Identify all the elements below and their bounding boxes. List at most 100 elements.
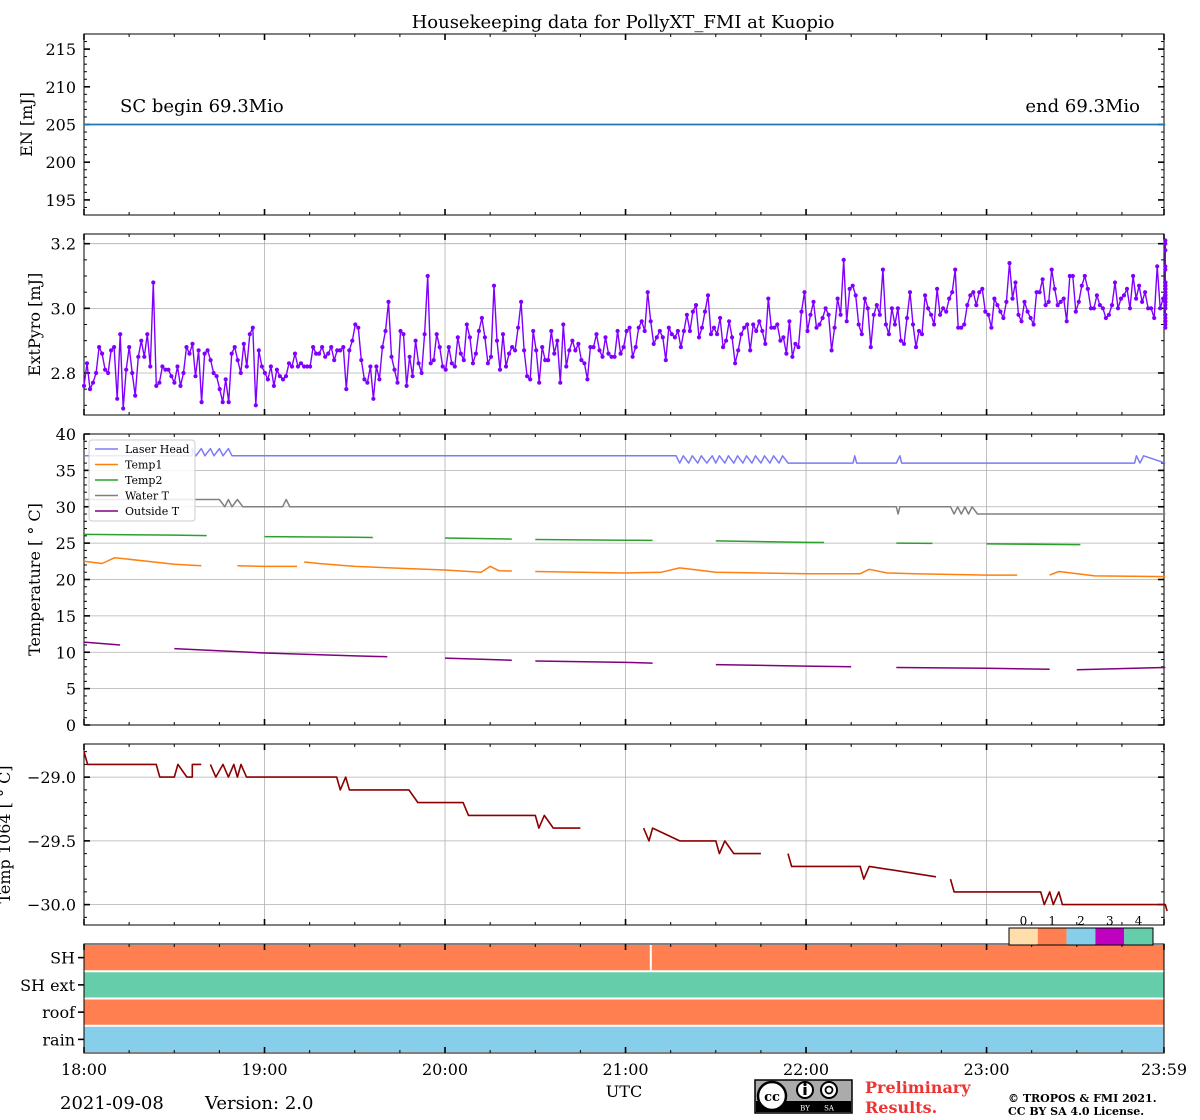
pyro-point: [395, 380, 400, 385]
pyro-point: [986, 312, 991, 317]
en-y-tick-label: 200: [45, 153, 76, 172]
pyro-point: [452, 364, 457, 369]
pyro-point: [383, 328, 388, 334]
pyro-point: [244, 364, 249, 369]
pyro-point: [657, 328, 662, 334]
pyro-point: [974, 303, 979, 308]
pyro-point: [1146, 306, 1151, 311]
pyro-point: [748, 348, 753, 353]
pyro-point: [353, 322, 358, 327]
pyro-point: [962, 322, 967, 327]
x-tick-label: 21:00: [602, 1060, 648, 1079]
pyro-point: [639, 319, 644, 324]
preliminary-line2: Results.: [865, 1098, 937, 1117]
temp-y-tick-label: 30: [56, 498, 76, 517]
pyro-point: [500, 332, 506, 337]
pyro-point: [796, 345, 801, 350]
pyro-point: [699, 325, 705, 330]
t1064-y-axis-label: Temp 1064 [ ° C]: [0, 765, 14, 903]
pyro-point: [497, 367, 503, 372]
pyro-point: [817, 322, 822, 327]
en-y-tick-label: 205: [45, 116, 76, 135]
pyro-y-tick-label: 3.0: [51, 299, 76, 318]
pyro-point: [449, 361, 454, 366]
pyro-point: [214, 374, 219, 379]
pyro-point: [1127, 306, 1133, 311]
pyro-point: [151, 280, 156, 285]
pyro-point: [630, 354, 635, 359]
pyro-point: [223, 377, 228, 382]
status-row-sh: [84, 945, 1164, 971]
pyro-point: [814, 325, 819, 330]
colorbar-frame: [1008, 927, 1154, 946]
pyro-point: [1088, 306, 1093, 311]
pyro-point: [1118, 296, 1124, 301]
pyro-point: [745, 322, 750, 327]
x-tick-label: 20:00: [422, 1060, 468, 1079]
pyro-point: [335, 348, 340, 353]
pyro-point: [226, 400, 231, 405]
t1064-y-tick-label: −29.5: [27, 832, 76, 851]
pyro-point: [907, 290, 913, 295]
pyro-point: [413, 338, 418, 343]
pyro-point: [1004, 299, 1009, 304]
pyro-point: [1112, 280, 1118, 285]
pyro-point: [736, 348, 741, 353]
pyro-point: [516, 325, 521, 330]
pyro-point: [317, 351, 322, 356]
pyro-point: [901, 341, 907, 346]
pyro-point: [386, 299, 391, 304]
temp-legend-box: [88, 439, 196, 522]
pyro-point: [793, 341, 798, 346]
pyro-point: [874, 303, 879, 308]
pyro-point: [235, 358, 240, 363]
pyro-point: [705, 293, 711, 298]
status-frame: [83, 943, 1165, 1054]
pyro-point: [919, 332, 925, 337]
pyro-point: [561, 322, 566, 327]
pyro-point: [528, 377, 533, 382]
pyro-point: [166, 367, 171, 372]
pyro-point: [642, 328, 647, 334]
t1064-series-line: [83, 751, 1168, 912]
pyro-point: [549, 328, 554, 334]
pyro-point: [157, 380, 162, 385]
pyro-point: [1163, 280, 1168, 285]
pyro-point: [127, 345, 132, 350]
x-tick-label: 22:00: [783, 1060, 829, 1079]
temp-y-tick-label: 10: [56, 643, 76, 662]
pyro-point: [323, 354, 328, 359]
temp-legend-label: Water T: [125, 490, 170, 503]
pyro-point: [938, 312, 943, 317]
colorbar-tick-label: 4: [1135, 914, 1143, 928]
pyro-point: [184, 345, 189, 350]
pyro-point: [826, 312, 831, 317]
temp-series-outside-t: [83, 641, 1166, 671]
temp-frame: [83, 433, 1165, 726]
cc-sa-label: SA: [824, 1105, 835, 1113]
pyro-point: [663, 358, 668, 363]
x-axis-label: UTC: [606, 1082, 642, 1101]
pyro-point: [531, 328, 536, 334]
pyro-point: [522, 348, 527, 353]
pyro-point: [217, 387, 222, 392]
pyro-point: [154, 383, 159, 388]
pyro-point: [458, 351, 463, 356]
pyro-point: [645, 290, 650, 295]
pyro-point: [588, 345, 593, 350]
pyro-point: [1091, 306, 1096, 311]
pyro-point: [398, 328, 403, 334]
pyro-point: [573, 348, 578, 353]
pyro-point: [932, 322, 937, 327]
en-y-axis-label: EN [mJ]: [17, 92, 36, 157]
pyro-point: [90, 380, 96, 385]
pyro-point: [956, 325, 961, 330]
pyro-point: [916, 328, 922, 334]
pyro-point: [220, 400, 225, 405]
pyro-point: [742, 325, 747, 330]
pyro-point: [690, 309, 696, 314]
pyro-point: [368, 364, 373, 369]
pyro-point: [1137, 283, 1142, 288]
pyro-point: [968, 293, 973, 298]
pyro-point: [989, 325, 994, 330]
